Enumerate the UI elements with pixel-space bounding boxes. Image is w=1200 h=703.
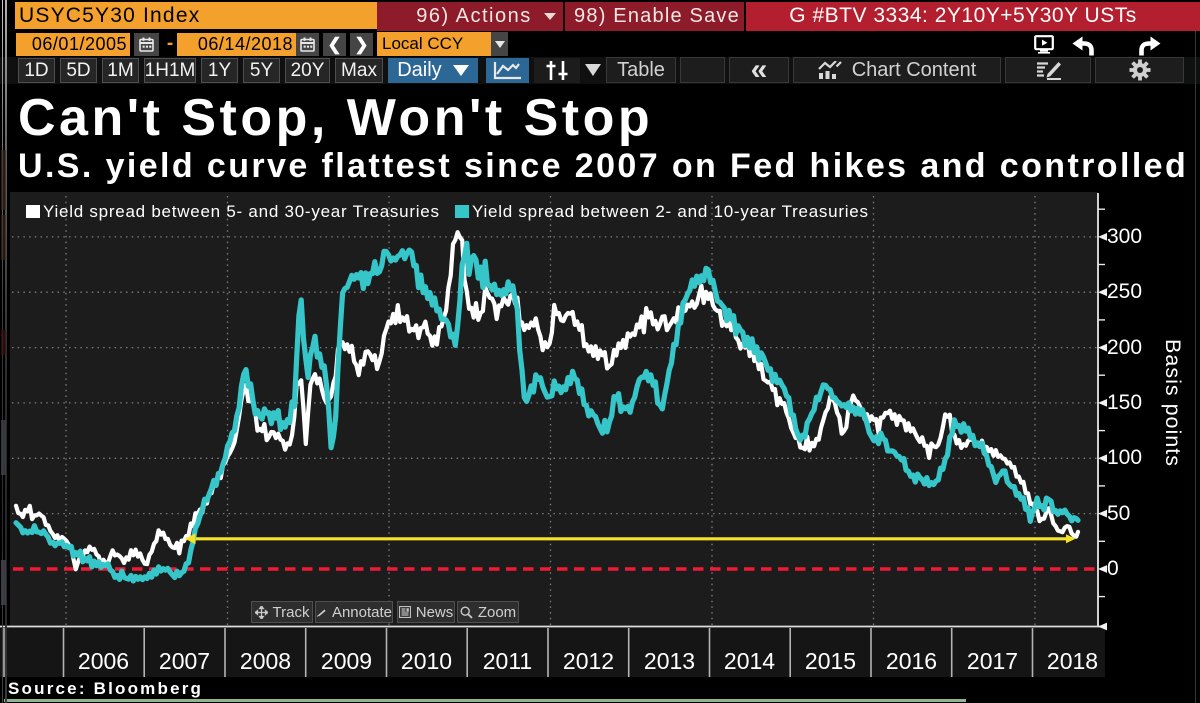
svg-text:Basis points: Basis points [1161,339,1185,467]
